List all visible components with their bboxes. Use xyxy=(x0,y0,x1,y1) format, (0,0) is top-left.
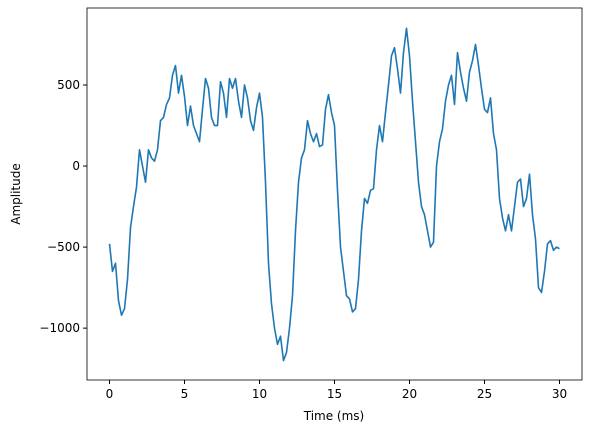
x-tick-label: 10 xyxy=(252,387,267,401)
x-tick-label: 15 xyxy=(327,387,342,401)
x-axis-label: Time (ms) xyxy=(303,409,365,423)
x-tick-label: 5 xyxy=(181,387,189,401)
x-tick-label: 20 xyxy=(402,387,417,401)
x-tick-label: 25 xyxy=(477,387,492,401)
data-line xyxy=(108,27,560,362)
y-tick-label: 0 xyxy=(72,159,80,173)
y-tick-label: −500 xyxy=(47,240,80,254)
plot-frame xyxy=(86,7,583,381)
y-tick-label: 500 xyxy=(57,78,80,92)
x-tick-label: 0 xyxy=(106,387,114,401)
y-axis-label: Amplitude xyxy=(9,163,23,225)
x-tick-label: 30 xyxy=(552,387,567,401)
y-tick-label: −1000 xyxy=(39,321,80,335)
